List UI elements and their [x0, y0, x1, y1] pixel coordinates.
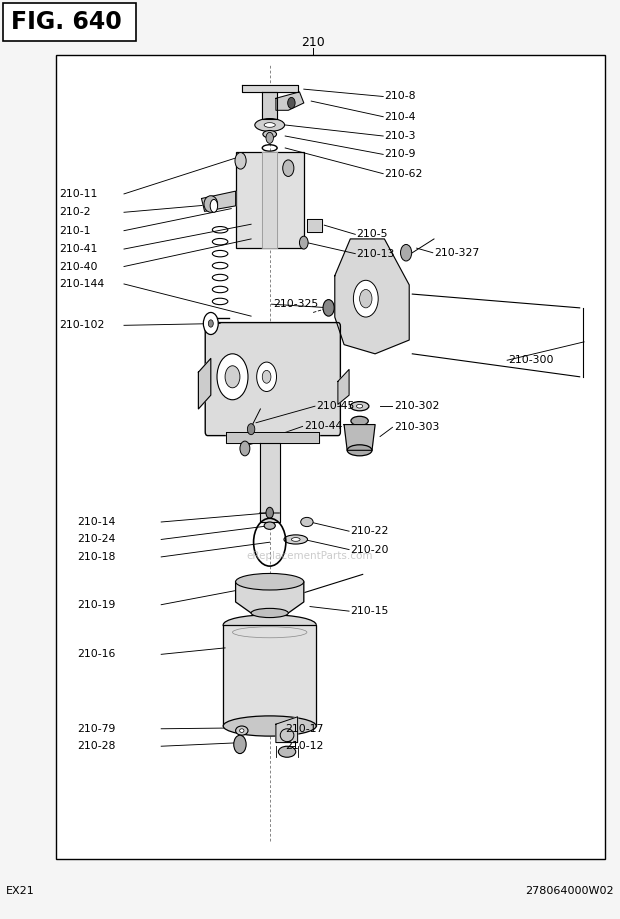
Ellipse shape: [264, 122, 275, 128]
Text: 210-19: 210-19: [78, 600, 116, 609]
Polygon shape: [276, 717, 298, 743]
Circle shape: [266, 507, 273, 518]
Polygon shape: [223, 625, 316, 726]
Text: 210-303: 210-303: [394, 423, 439, 432]
Circle shape: [323, 300, 334, 316]
Text: 210-327: 210-327: [434, 248, 479, 257]
Ellipse shape: [356, 404, 363, 408]
Text: 278064000W02: 278064000W02: [525, 887, 614, 896]
Ellipse shape: [236, 726, 248, 735]
Text: 210: 210: [301, 36, 325, 49]
Text: 210-11: 210-11: [59, 189, 97, 199]
Polygon shape: [344, 425, 375, 450]
Text: EX21: EX21: [6, 887, 35, 896]
Text: 210-1: 210-1: [59, 226, 91, 235]
Bar: [3, 3, 136, 41]
Polygon shape: [242, 85, 298, 92]
FancyBboxPatch shape: [205, 323, 340, 436]
Ellipse shape: [347, 445, 372, 456]
Circle shape: [240, 441, 250, 456]
Ellipse shape: [351, 416, 368, 425]
Text: 210-302: 210-302: [394, 402, 439, 411]
Circle shape: [353, 280, 378, 317]
Circle shape: [283, 160, 294, 176]
Polygon shape: [307, 219, 322, 232]
Text: 210-45: 210-45: [316, 402, 355, 411]
Bar: [236, 152, 304, 248]
Text: 210-2: 210-2: [59, 208, 91, 217]
Ellipse shape: [280, 729, 294, 742]
Ellipse shape: [210, 199, 218, 212]
Circle shape: [217, 354, 248, 400]
Polygon shape: [236, 582, 304, 613]
Circle shape: [299, 236, 308, 249]
Ellipse shape: [264, 522, 275, 529]
Ellipse shape: [284, 535, 308, 544]
Ellipse shape: [278, 746, 296, 757]
Ellipse shape: [223, 716, 316, 736]
Circle shape: [203, 312, 218, 335]
Text: 210-102: 210-102: [59, 321, 104, 330]
Circle shape: [257, 362, 277, 391]
Circle shape: [234, 735, 246, 754]
Polygon shape: [226, 432, 319, 443]
Ellipse shape: [255, 119, 285, 131]
Text: 210-300: 210-300: [508, 356, 554, 365]
Text: 210-16: 210-16: [78, 650, 116, 659]
Text: 210-40: 210-40: [59, 262, 97, 271]
Ellipse shape: [223, 615, 316, 635]
Text: 210-28: 210-28: [78, 742, 116, 751]
Text: 210-14: 210-14: [78, 517, 116, 527]
Ellipse shape: [291, 538, 300, 541]
Text: 210-12: 210-12: [285, 742, 324, 751]
Polygon shape: [262, 92, 277, 119]
Circle shape: [266, 132, 273, 143]
Text: 210-325: 210-325: [273, 300, 318, 309]
Ellipse shape: [301, 517, 313, 527]
Text: 210-4: 210-4: [384, 112, 416, 121]
Circle shape: [262, 370, 271, 383]
Polygon shape: [338, 369, 349, 404]
Text: 210-13: 210-13: [356, 249, 395, 258]
Polygon shape: [260, 443, 280, 522]
Text: 210-24: 210-24: [78, 535, 116, 544]
Ellipse shape: [263, 130, 277, 138]
Circle shape: [360, 289, 372, 308]
Text: FIG. 640: FIG. 640: [11, 10, 122, 34]
Bar: [56, 55, 604, 859]
Polygon shape: [276, 92, 304, 110]
Text: 210-79: 210-79: [78, 724, 116, 733]
Text: 210-3: 210-3: [384, 131, 416, 141]
Circle shape: [288, 97, 295, 108]
Circle shape: [225, 366, 240, 388]
Ellipse shape: [204, 196, 218, 212]
Ellipse shape: [251, 608, 288, 618]
Circle shape: [235, 153, 246, 169]
Polygon shape: [202, 191, 236, 211]
Text: 210-41: 210-41: [59, 244, 97, 254]
Circle shape: [208, 320, 213, 327]
Text: 210-22: 210-22: [350, 527, 389, 536]
Ellipse shape: [239, 729, 244, 732]
Circle shape: [401, 244, 412, 261]
Text: 210-8: 210-8: [384, 92, 416, 101]
Text: 210-20: 210-20: [350, 545, 389, 554]
Text: 210-62: 210-62: [384, 169, 423, 178]
Ellipse shape: [236, 573, 304, 590]
Ellipse shape: [350, 402, 369, 411]
Text: eReplacementParts.com: eReplacementParts.com: [247, 551, 373, 561]
Text: 210-17: 210-17: [285, 724, 324, 733]
Text: 210-44: 210-44: [304, 422, 342, 431]
Text: 210-5: 210-5: [356, 230, 388, 239]
Text: 210-15: 210-15: [350, 607, 389, 616]
Polygon shape: [198, 358, 211, 409]
Polygon shape: [262, 152, 277, 248]
Circle shape: [247, 424, 255, 435]
Text: 210-144: 210-144: [59, 279, 104, 289]
Text: 210-9: 210-9: [384, 150, 416, 159]
Polygon shape: [335, 239, 409, 354]
Text: 210-18: 210-18: [78, 552, 116, 562]
